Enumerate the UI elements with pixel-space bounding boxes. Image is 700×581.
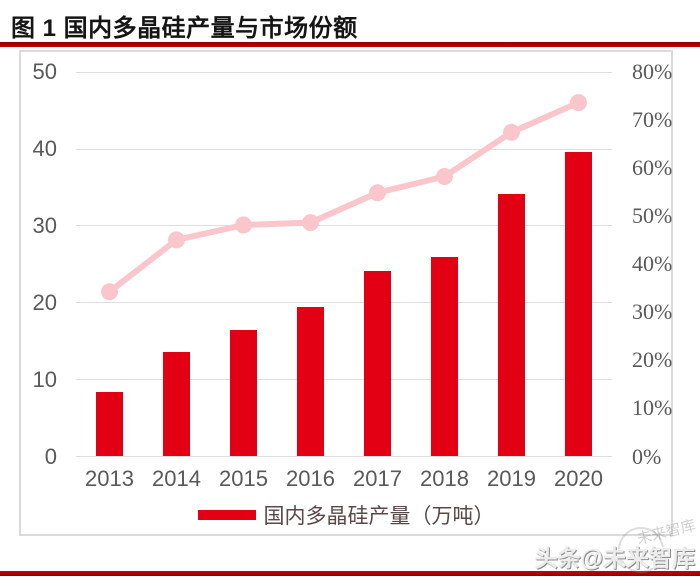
gridline xyxy=(76,225,612,227)
market-share-line-chart xyxy=(101,94,587,301)
production-bar-2013 xyxy=(96,391,123,457)
left-axis-tick-label: 10 xyxy=(32,366,57,392)
chart-area: 国内多晶硅产量（万吨） 0 10 20 30 40 50 0% 10% 20% 30% 40% 50%… xyxy=(19,50,673,536)
gridline xyxy=(76,302,612,304)
production-bar-2020 xyxy=(565,152,592,457)
market-share-point-2016 xyxy=(302,214,319,232)
gridline xyxy=(76,148,612,150)
watermark-stamp-circle xyxy=(618,527,664,573)
right-axis-tick-label: 10% xyxy=(632,395,673,421)
right-axis-tick-label: 30% xyxy=(632,299,673,325)
right-axis-tick-label: 20% xyxy=(632,347,673,373)
market-share-point-2019 xyxy=(503,123,520,141)
x-axis-label-2013: 2013 xyxy=(85,466,134,491)
production-bar-2015 xyxy=(230,329,257,457)
x-axis-label-2019: 2019 xyxy=(487,466,536,491)
market-share-line xyxy=(106,99,582,295)
left-axis-tick-label: 30 xyxy=(32,212,57,238)
market-share-point-2013 xyxy=(101,283,118,301)
market-share-point-2015 xyxy=(235,216,252,234)
market-share-point-2014 xyxy=(168,231,185,249)
production-bar-2018 xyxy=(431,256,458,457)
left-axis-tick-label: 40 xyxy=(32,136,57,162)
legend-swatch-production xyxy=(197,510,256,520)
gridline xyxy=(76,456,612,457)
gridline xyxy=(76,71,612,73)
x-axis-label-2014: 2014 xyxy=(152,466,201,491)
left-axis-tick-label: 20 xyxy=(32,289,57,315)
watermark-text: 头条@未来智库 xyxy=(534,545,695,571)
right-axis-tick-label: 70% xyxy=(632,107,673,133)
x-axis-label-2015: 2015 xyxy=(219,466,268,491)
market-share-point-2020 xyxy=(570,94,587,112)
figure-title: 图 1 国内多晶硅产量与市场份额 xyxy=(11,15,358,42)
left-axis-tick-label: 50 xyxy=(32,59,57,85)
right-axis-tick-label: 50% xyxy=(632,203,673,229)
market-share-point-2017 xyxy=(369,184,386,202)
legend-label-production: 国内多晶硅产量（万吨） xyxy=(263,504,495,528)
right-axis-tick-label: 60% xyxy=(632,155,673,181)
production-bar-2017 xyxy=(364,270,391,457)
x-axis-label-2020: 2020 xyxy=(554,466,603,491)
production-bar-2019 xyxy=(498,193,525,457)
market-share-point-2018 xyxy=(436,168,453,185)
bottom-rule-divider xyxy=(0,571,700,576)
production-bar-2014 xyxy=(163,351,190,457)
production-bar-2016 xyxy=(297,307,324,457)
gridline xyxy=(76,379,612,381)
x-axis-label-2016: 2016 xyxy=(286,466,335,491)
right-axis-tick-label: 80% xyxy=(632,59,673,85)
right-axis-tick-label: 40% xyxy=(632,251,673,277)
chart-legend: 国内多晶硅产量（万吨） xyxy=(21,500,671,530)
left-axis-tick-label: 0 xyxy=(44,443,57,469)
right-axis-tick-label: 0% xyxy=(632,443,662,469)
x-axis-label-2017: 2017 xyxy=(353,466,402,491)
title-rule-divider xyxy=(0,42,700,47)
x-axis-label-2018: 2018 xyxy=(420,466,469,491)
